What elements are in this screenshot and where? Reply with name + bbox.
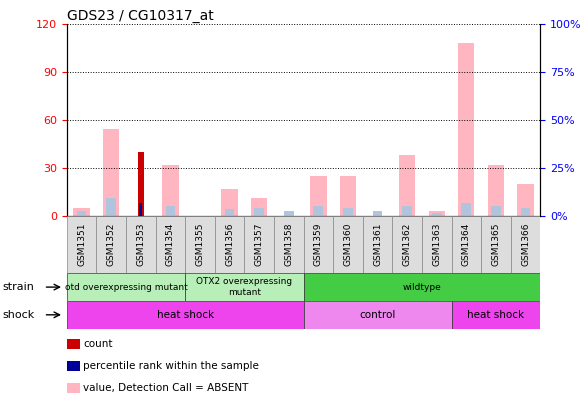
Bar [96, 216, 126, 273]
Text: GDS23 / CG10317_at: GDS23 / CG10317_at [67, 9, 214, 23]
Bar [103, 129, 119, 216]
Bar [402, 206, 412, 216]
Text: GSM1358: GSM1358 [284, 223, 293, 266]
Bar [77, 211, 87, 216]
Bar [491, 206, 501, 216]
Bar [254, 208, 264, 216]
Bar [221, 188, 238, 216]
Bar [67, 301, 303, 329]
Bar [314, 206, 323, 216]
Text: GSM1364: GSM1364 [462, 223, 471, 266]
Bar [303, 216, 333, 273]
Bar [274, 216, 304, 273]
Text: GSM1354: GSM1354 [166, 223, 175, 266]
Bar [126, 216, 156, 273]
Bar [245, 216, 274, 273]
Bar [488, 165, 504, 216]
Text: count: count [83, 339, 113, 349]
Text: heat shock: heat shock [157, 310, 214, 320]
Text: GSM1356: GSM1356 [225, 223, 234, 266]
Bar [215, 216, 245, 273]
Text: GSM1357: GSM1357 [254, 223, 264, 266]
Bar [185, 216, 215, 273]
Bar [340, 176, 356, 216]
Bar [481, 216, 511, 273]
Bar [511, 216, 540, 273]
Bar [461, 203, 471, 216]
Text: GSM1353: GSM1353 [137, 223, 145, 266]
Bar [399, 155, 415, 216]
Text: GSM1359: GSM1359 [314, 223, 323, 266]
Bar [303, 273, 540, 301]
Bar [156, 216, 185, 273]
Bar [67, 216, 96, 273]
Text: otd overexpressing mutant: otd overexpressing mutant [64, 283, 188, 291]
Text: GSM1351: GSM1351 [77, 223, 86, 266]
Bar [451, 216, 481, 273]
Text: OTX2 overexpressing
mutant: OTX2 overexpressing mutant [196, 278, 292, 297]
Bar [185, 273, 304, 301]
Text: GSM1361: GSM1361 [373, 223, 382, 266]
Bar [451, 301, 540, 329]
Text: strain: strain [3, 282, 35, 292]
Text: GSM1355: GSM1355 [195, 223, 205, 266]
Bar [458, 43, 475, 216]
Bar [251, 198, 267, 216]
Bar [521, 208, 530, 216]
Bar [162, 165, 178, 216]
Bar [372, 211, 382, 216]
Bar [67, 273, 185, 301]
Bar [518, 184, 534, 216]
Bar [310, 176, 327, 216]
Bar [303, 301, 451, 329]
Bar [343, 208, 353, 216]
Bar [73, 208, 89, 216]
Text: value, Detection Call = ABSENT: value, Detection Call = ABSENT [83, 383, 249, 393]
Text: GSM1352: GSM1352 [107, 223, 116, 266]
Bar [422, 216, 451, 273]
Text: GSM1360: GSM1360 [343, 223, 353, 266]
Bar [429, 211, 445, 216]
Bar [139, 203, 142, 216]
Text: shock: shock [3, 310, 35, 320]
Bar [392, 216, 422, 273]
Bar [138, 152, 144, 216]
Text: GSM1365: GSM1365 [492, 223, 500, 266]
Text: wildtype: wildtype [403, 283, 442, 291]
Bar [166, 206, 175, 216]
Bar [333, 216, 363, 273]
Bar [225, 209, 235, 216]
Bar [363, 216, 392, 273]
Bar [432, 213, 442, 216]
Text: GSM1363: GSM1363 [432, 223, 441, 266]
Bar [106, 198, 116, 216]
Text: GSM1362: GSM1362 [403, 223, 412, 266]
Text: GSM1366: GSM1366 [521, 223, 530, 266]
Text: heat shock: heat shock [467, 310, 525, 320]
Bar [284, 211, 293, 216]
Text: percentile rank within the sample: percentile rank within the sample [83, 361, 259, 371]
Text: control: control [360, 310, 396, 320]
